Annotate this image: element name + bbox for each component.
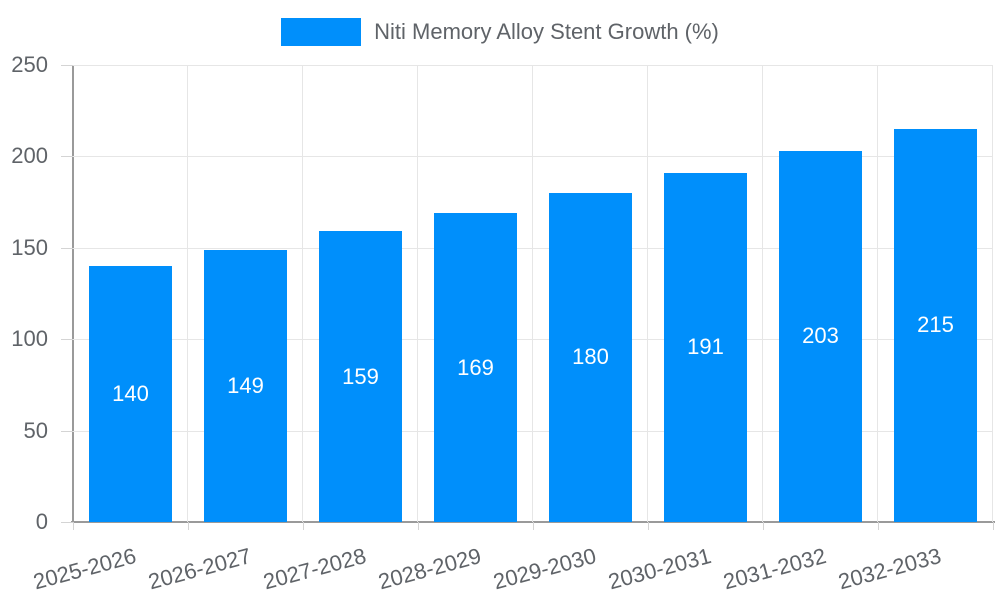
h-gridline xyxy=(73,339,993,341)
y-axis-line xyxy=(72,65,74,523)
x-tick xyxy=(418,522,419,530)
bar-value-label: 180 xyxy=(572,344,609,370)
x-tick xyxy=(878,522,879,530)
x-tick xyxy=(73,522,74,530)
y-tick-label: 200 xyxy=(11,143,48,169)
bar-2025-2026[interactable]: 140 xyxy=(89,266,172,522)
x-tick xyxy=(533,522,534,530)
y-tick xyxy=(61,65,73,66)
h-gridline xyxy=(73,156,993,158)
x-tick-label: 2031-2032 xyxy=(720,543,829,595)
y-tick xyxy=(61,522,73,523)
bar-2026-2027[interactable]: 149 xyxy=(204,249,287,522)
bar-value-label: 140 xyxy=(112,381,149,407)
x-tick xyxy=(993,522,994,530)
bar-2029-2030[interactable]: 180 xyxy=(549,192,632,522)
v-gridline xyxy=(302,65,303,522)
x-tick-label: 2029-2030 xyxy=(490,543,599,595)
x-tick-label: 2027-2028 xyxy=(260,543,369,595)
h-gridline xyxy=(73,65,993,66)
x-tick-label: 2025-2026 xyxy=(30,543,139,595)
bar-value-label: 203 xyxy=(802,323,839,349)
y-tick-label: 150 xyxy=(11,234,48,260)
v-gridline xyxy=(417,65,418,522)
v-gridline xyxy=(877,65,878,522)
y-tick xyxy=(61,156,73,158)
x-tick-label: 2030-2031 xyxy=(605,543,714,595)
bar-value-label: 215 xyxy=(917,312,954,338)
bar-2031-2032[interactable]: 203 xyxy=(779,150,862,522)
v-gridline xyxy=(187,65,188,522)
v-gridline xyxy=(532,65,533,522)
y-tick-label: 100 xyxy=(11,326,48,352)
y-axis-labels: 0 50 100 150 200 250 xyxy=(0,52,56,534)
y-tick-label: 0 xyxy=(35,509,48,534)
bar-2032-2033[interactable]: 215 xyxy=(894,128,977,522)
y-tick xyxy=(61,430,73,432)
bar-value-label: 191 xyxy=(687,334,724,360)
y-tick-label: 50 xyxy=(23,417,48,443)
bar-2028-2029[interactable]: 169 xyxy=(434,213,517,522)
x-tick-label: 2028-2029 xyxy=(375,543,484,595)
plot-area: 140 149 159 169 180 191 203 215 xyxy=(61,65,995,530)
bar-value-label: 149 xyxy=(227,372,264,398)
x-tick-label: 2026-2027 xyxy=(145,543,254,595)
h-gridline xyxy=(73,247,993,249)
x-tick-label: 2032-2033 xyxy=(835,543,944,595)
v-gridline xyxy=(992,65,993,522)
y-tick-label: 250 xyxy=(11,52,48,77)
bar-2027-2028[interactable]: 159 xyxy=(319,231,402,522)
bar-value-label: 169 xyxy=(457,354,494,380)
v-gridline xyxy=(762,65,763,522)
x-tick xyxy=(188,522,189,530)
legend-label: Niti Memory Alloy Stent Growth (%) xyxy=(374,19,719,44)
y-tick xyxy=(61,247,73,249)
y-tick xyxy=(61,339,73,341)
v-gridline xyxy=(647,65,648,522)
bar-value-label: 159 xyxy=(342,363,379,389)
bar-2030-2031[interactable]: 191 xyxy=(664,172,747,522)
legend-swatch xyxy=(281,18,362,46)
x-tick xyxy=(648,522,649,530)
x-tick xyxy=(763,522,764,530)
h-gridline xyxy=(73,430,993,432)
x-tick xyxy=(303,522,304,530)
legend: Niti Memory Alloy Stent Growth (%) xyxy=(0,18,1000,46)
legend-item-stent-growth[interactable]: Niti Memory Alloy Stent Growth (%) xyxy=(281,18,719,46)
